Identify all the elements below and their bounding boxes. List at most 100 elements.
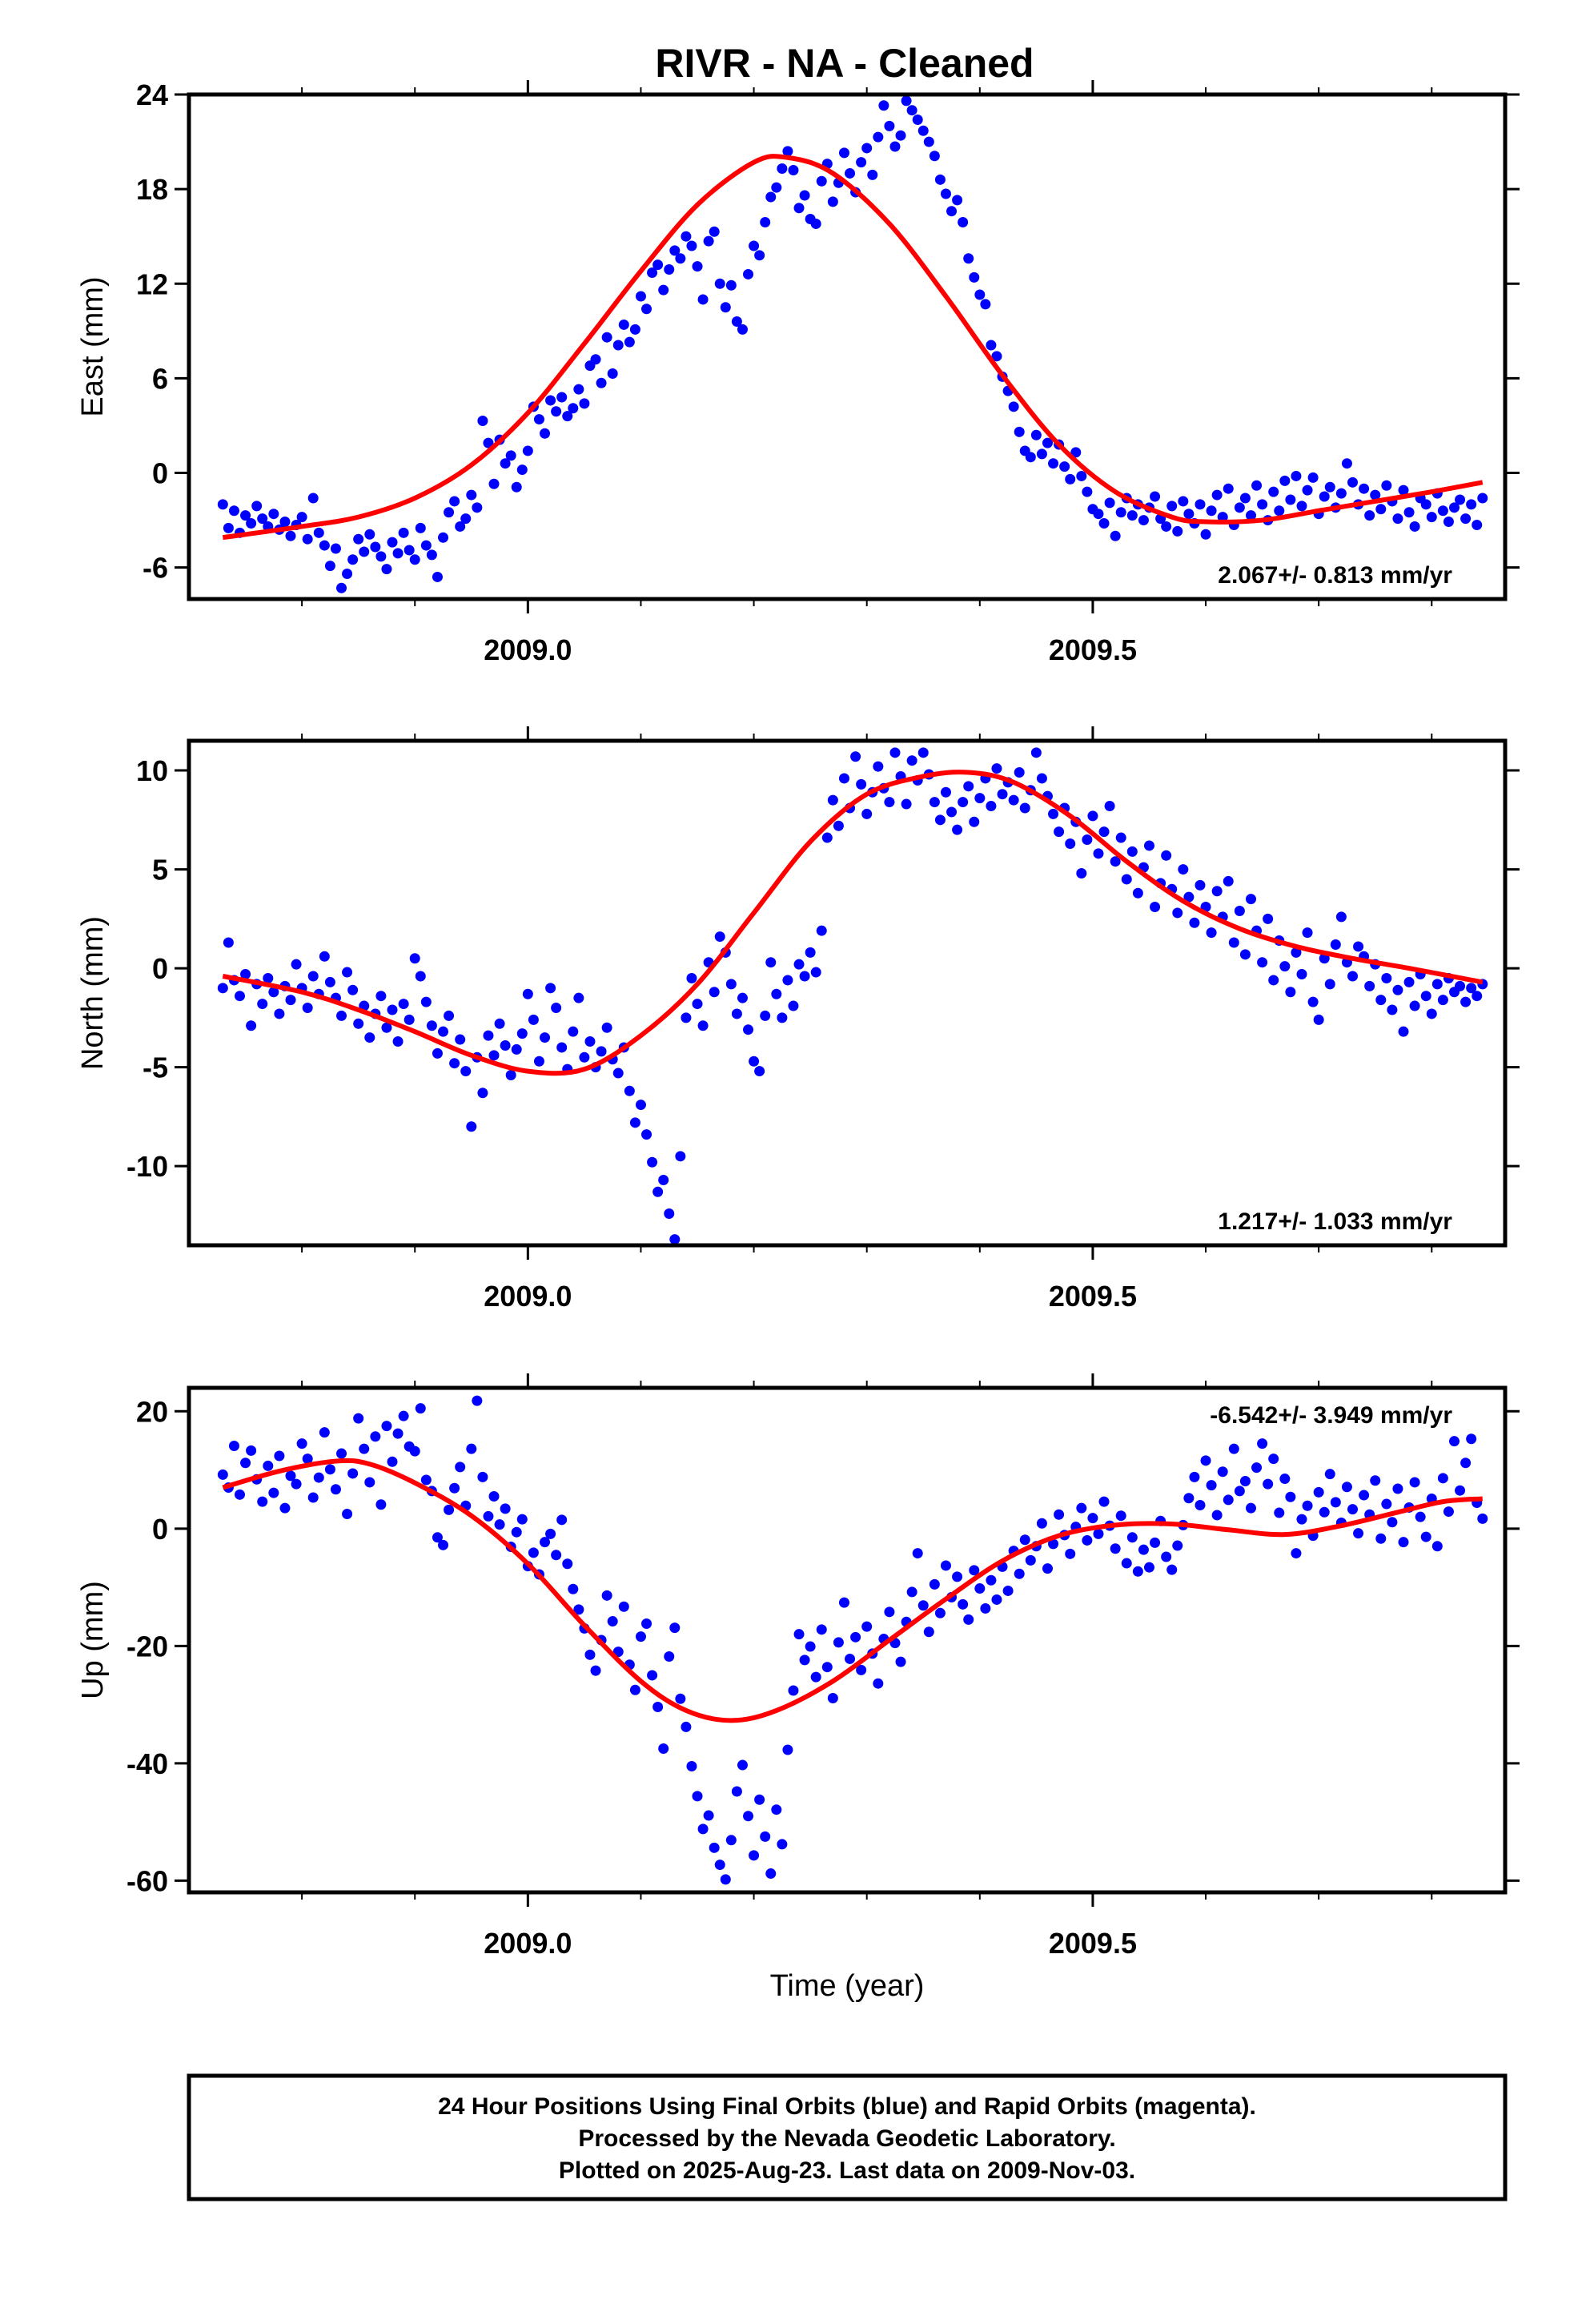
up-data-point	[664, 1651, 675, 1663]
east-data-point	[1059, 461, 1070, 472]
up-data-point	[1274, 1507, 1285, 1518]
north-data-point	[257, 999, 268, 1010]
north-data-point	[1279, 961, 1291, 972]
up-data-point	[1296, 1514, 1307, 1525]
up-data-point	[1291, 1548, 1302, 1559]
up-data-point	[494, 1519, 505, 1530]
east-data-point	[1279, 475, 1291, 486]
north-data-point	[1353, 941, 1364, 952]
north-data-point	[1330, 939, 1341, 950]
north-data-point	[381, 1022, 392, 1033]
east-data-point	[1268, 486, 1279, 497]
up-data-point	[488, 1491, 500, 1502]
east-data-point	[1115, 507, 1126, 518]
north-data-point	[1132, 887, 1143, 899]
up-data-point	[415, 1403, 426, 1414]
north-data-point	[1431, 979, 1443, 990]
north-data-point	[1178, 864, 1189, 875]
up-data-point	[217, 1469, 228, 1480]
east-data-point	[359, 546, 370, 557]
up-data-point	[923, 1626, 934, 1638]
east-data-point	[540, 428, 551, 439]
up-data-point	[1098, 1496, 1110, 1507]
north-data-point	[1008, 794, 1019, 806]
up-data-point	[743, 1811, 754, 1822]
up-data-point	[1014, 1568, 1025, 1579]
up-data-point	[952, 1571, 963, 1582]
east-data-point	[1206, 505, 1217, 517]
up-data-point	[895, 1656, 906, 1667]
up-data-point	[749, 1850, 760, 1861]
up-data-point	[963, 1614, 974, 1625]
up-data-point	[934, 1607, 946, 1618]
north-data-point	[969, 816, 980, 827]
north-data-point	[319, 951, 330, 962]
north-data-point	[307, 971, 319, 982]
north-data-point	[737, 992, 748, 1003]
east-data-point	[1472, 519, 1483, 530]
up-data-point	[703, 1810, 714, 1821]
north-frame	[187, 738, 1508, 1248]
north-data-point	[1257, 957, 1268, 968]
up-data-point	[850, 1631, 861, 1642]
north-rate-label: 1.217+/- 1.033 mm/yr	[1218, 1208, 1452, 1235]
north-data-point	[810, 967, 821, 978]
up-data-point	[1466, 1433, 1477, 1445]
east-data-point	[765, 191, 777, 203]
north-data-point	[494, 1018, 505, 1029]
east-data-point	[381, 564, 392, 575]
up-data-point	[1093, 1528, 1104, 1539]
north-data-point	[1285, 987, 1296, 998]
east-data-point	[1076, 470, 1087, 481]
east-data-point	[929, 151, 940, 162]
north-data-point	[697, 1020, 709, 1031]
east-data-point	[969, 271, 980, 283]
east-data-point	[364, 529, 375, 540]
up-panel: 2009.0 2009.5 -60 -40 -20 0 20 Up (mm) -6.542+/-…	[76, 1373, 1520, 1960]
up-data-point	[652, 1702, 664, 1713]
north-data-point	[1455, 980, 1466, 991]
north-data-point	[1291, 947, 1302, 958]
east-data-point	[601, 332, 612, 343]
north-data-point	[235, 991, 246, 1002]
east-data-point	[861, 143, 873, 154]
up-data-point	[545, 1528, 556, 1539]
up-data-point	[681, 1721, 692, 1732]
north-panel: 2009.0 2009.5 -10 -5 0 5 10 North (mm) 1.217+/- …	[76, 726, 1520, 1313]
north-data-point	[929, 797, 940, 808]
north-data-point	[540, 1032, 551, 1043]
north-data-point	[444, 1010, 455, 1021]
north-data-point	[612, 1068, 624, 1079]
up-data-point	[1437, 1473, 1448, 1484]
east-data-point	[444, 507, 455, 518]
up-data-point	[257, 1496, 268, 1507]
east-data-point	[749, 240, 760, 251]
east-data-point	[991, 351, 1002, 362]
up-data-point	[319, 1427, 330, 1438]
north-data-point	[664, 1208, 675, 1219]
up-data-point	[686, 1761, 697, 1771]
north-data-point	[681, 1012, 692, 1023]
north-data-point	[1387, 1004, 1398, 1015]
up-data-point	[1223, 1494, 1234, 1506]
east-data-point	[1324, 481, 1335, 493]
east-data-point	[404, 545, 415, 556]
up-y-tick-label: -40	[126, 1747, 168, 1780]
east-data-point	[1359, 483, 1370, 494]
north-data-point	[1268, 975, 1279, 986]
north-data-point	[1195, 879, 1206, 891]
up-data-point	[1042, 1563, 1053, 1574]
north-data-point	[409, 953, 420, 964]
east-data-point	[409, 554, 420, 565]
east-data-point	[336, 582, 347, 593]
north-data-point	[652, 1186, 664, 1197]
east-data-point	[466, 489, 477, 501]
north-data-point	[805, 947, 816, 958]
east-data-point	[1392, 513, 1403, 525]
east-y-tick-label: 18	[136, 173, 168, 206]
footer-line-1: 24 Hour Positions Using Final Orbits (bl…	[438, 2093, 1256, 2120]
north-data-point	[963, 781, 974, 792]
up-data-point	[528, 1547, 539, 1558]
east-data-point	[257, 513, 268, 525]
up-data-point	[330, 1484, 341, 1495]
